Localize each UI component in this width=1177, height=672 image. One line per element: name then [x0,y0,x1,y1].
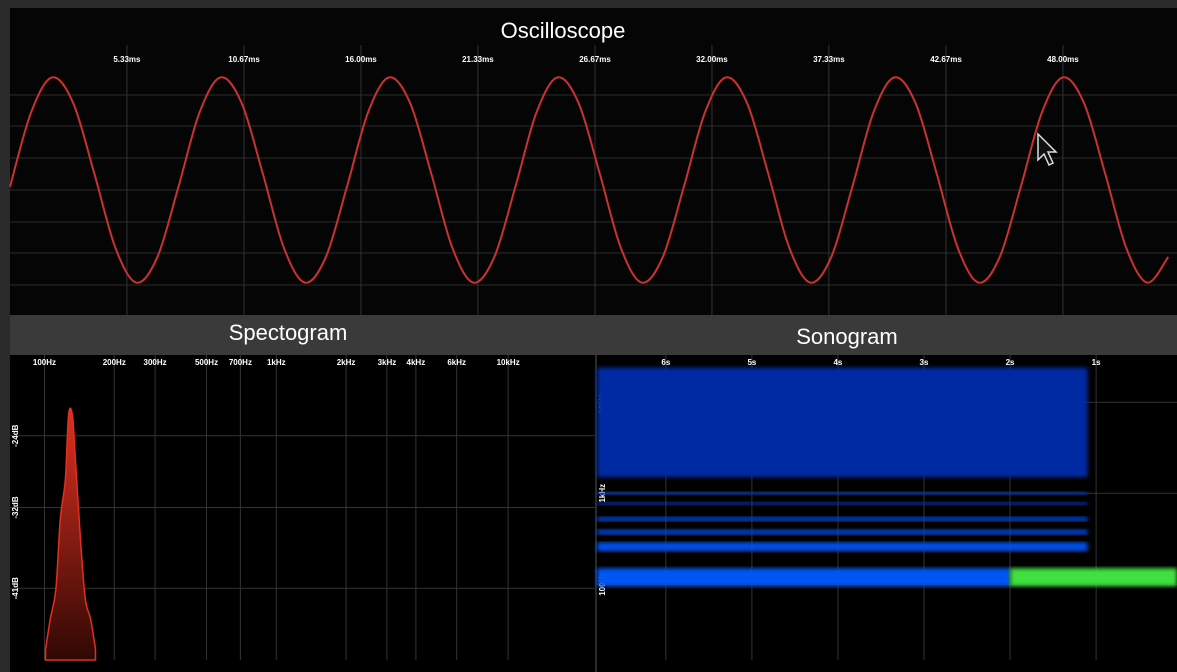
x-tick-label: 3kHz [378,358,397,367]
waveform [9,76,1170,284]
sonogram-title: Sonogram [796,324,898,349]
splitter [10,315,1177,355]
oscilloscope-panel [10,8,1177,315]
x-tick-label: 42.67ms [930,55,962,64]
sonogram-band [597,491,1088,495]
x-tick-label: 200Hz [103,358,126,367]
y-tick-label: -41dB [11,577,20,599]
x-tick-label: 100Hz [33,358,56,367]
sonogram-band [597,529,1088,535]
x-tick-label: 300Hz [144,358,167,367]
x-tick-label: 3s [920,358,929,367]
spectrum-area [44,407,97,661]
x-tick-label: 16.00ms [345,55,377,64]
sonogram-band [597,516,1088,522]
mouse-cursor [1037,132,1058,167]
x-tick-label: 37.33ms [813,55,845,64]
x-tick-label: 21.33ms [462,55,494,64]
sonogram-band [1010,568,1177,587]
sonogram-band [597,367,1088,478]
spectogram-title: Spectogram [229,320,348,345]
sonogram-band [597,542,1088,552]
x-tick-label: 26.67ms [579,55,611,64]
x-tick-label: 48.00ms [1047,55,1079,64]
x-tick-label: 4kHz [407,358,426,367]
oscilloscope-title: Oscilloscope [501,18,626,43]
x-tick-label: 2kHz [337,358,356,367]
spectogram-panel [10,355,595,672]
x-tick-label: 2s [1006,358,1015,367]
x-tick-label: 6kHz [447,358,466,367]
x-tick-label: 32.00ms [696,55,728,64]
x-tick-label: 10.67ms [228,55,260,64]
osc-grid [10,94,1177,286]
x-tick-label: 10kHz [497,358,520,367]
x-tick-label: 500Hz [195,358,218,367]
x-tick-label: 4s [833,358,842,367]
sonogram-band [597,502,1088,506]
y-tick-label: -24dB [11,424,20,446]
y-tick-label: -32dB [11,496,20,518]
sonogram-band [597,568,1011,587]
x-tick-label: 1s [1092,358,1101,367]
x-tick-label: 1kHz [267,358,286,367]
x-tick-label: 5.33ms [113,55,141,64]
x-tick-label: 5s [747,358,756,367]
x-tick-label: 700Hz [229,358,252,367]
x-tick-label: 6s [661,358,670,367]
